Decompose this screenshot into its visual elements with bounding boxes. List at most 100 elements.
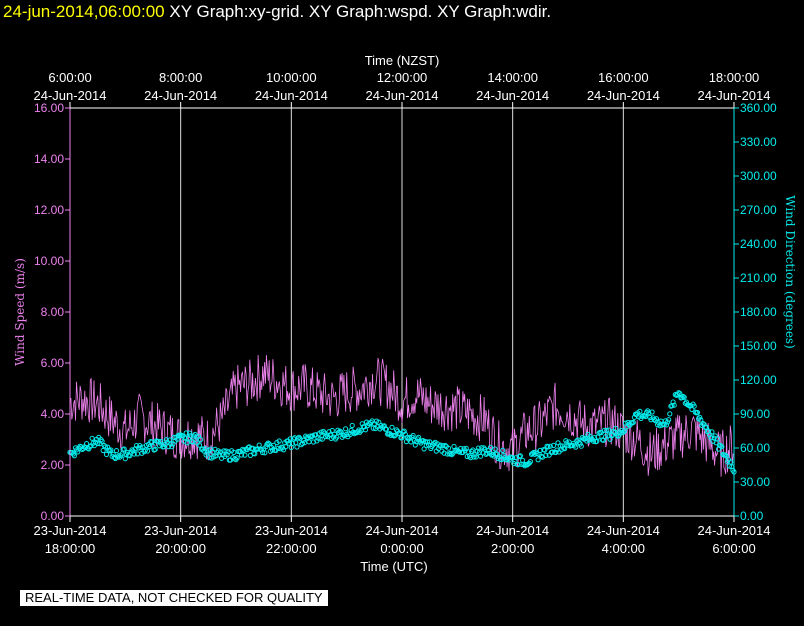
wind-direction-point — [264, 441, 270, 447]
wind-direction-point — [102, 444, 109, 450]
top-tick-date: 24-Jun-2014 — [476, 88, 549, 103]
wind-direction-point — [666, 417, 672, 423]
wind-direction-point — [334, 434, 340, 440]
wind-direction-point — [111, 454, 117, 460]
wind-direction-point — [105, 444, 111, 450]
wind-direction-point — [600, 437, 607, 443]
wind-direction-point — [694, 409, 701, 416]
wind-direction-point — [468, 455, 474, 461]
wind-direction-point — [129, 447, 135, 453]
wind-direction-point — [484, 450, 490, 456]
right-tick-label: 240.00 — [740, 237, 777, 251]
wind-direction-point — [620, 429, 626, 435]
wind-direction-point — [103, 451, 110, 457]
bottom-tick-date: 23-Jun-2014 — [255, 523, 328, 538]
title-bar: 24-jun-2014,06:00:00 XY Graph:xy-grid. X… — [3, 2, 551, 22]
wind-direction-point — [637, 408, 643, 414]
wind-direction-point — [401, 428, 407, 434]
wind-direction-point — [296, 434, 302, 440]
wind-direction-point — [186, 430, 193, 436]
wind-direction-point — [424, 439, 431, 445]
bottom-tick-time: 4:00:00 — [602, 541, 645, 556]
wind-direction-point — [319, 436, 325, 442]
left-tick-label: 8.00 — [41, 305, 65, 319]
wind-direction-point — [691, 403, 697, 409]
wind-direction-point — [95, 440, 101, 447]
grid-lines — [180, 108, 624, 516]
wind-direction-point — [630, 419, 636, 425]
wind-direction-point — [234, 455, 240, 461]
bottom-tick-time: 18:00:00 — [45, 541, 96, 556]
wind-direction-point — [224, 452, 230, 458]
left-tick-label: 0.00 — [41, 509, 65, 523]
wind-direction-point — [698, 417, 704, 423]
wind-direction-point — [431, 441, 437, 447]
wind-direction-point — [188, 433, 194, 439]
left-tick-label: 10.00 — [34, 254, 64, 268]
right-tick-label: 330.00 — [740, 135, 777, 149]
top-tick-time: 10:00:00 — [266, 70, 317, 85]
wind-direction-point — [714, 436, 721, 442]
right-tick-label: 30.00 — [740, 475, 770, 489]
wind-direction-point — [108, 447, 114, 453]
wind-direction-point — [719, 444, 725, 450]
wind-direction-point — [383, 426, 390, 432]
top-axis-label: Time (NZST) — [365, 53, 440, 68]
wind-direction-point — [670, 399, 676, 405]
wind-direction-point — [169, 444, 175, 450]
wind-direction-point — [435, 446, 442, 452]
wind-direction-point — [412, 442, 418, 448]
top-tick-date: 24-Jun-2014 — [366, 88, 439, 103]
wind-direction-point — [527, 459, 534, 465]
wind-direction-point — [482, 446, 488, 452]
wind-direction-point — [504, 457, 510, 463]
wind-direction-point — [252, 451, 258, 457]
wind-direction-point — [604, 427, 610, 434]
wind-direction-point — [399, 435, 405, 441]
wind-direction-point — [427, 439, 433, 445]
wind-direction-point — [221, 448, 227, 454]
wind-direction-point — [163, 437, 169, 443]
wind-direction-point — [317, 436, 323, 442]
top-tick-time: 8:00:00 — [159, 70, 202, 85]
top-tick-date: 24-Jun-2014 — [587, 88, 660, 103]
wind-direction-point — [646, 410, 652, 416]
wind-direction-point — [89, 435, 95, 441]
wind-direction-point — [147, 444, 153, 450]
wind-direction-point — [492, 446, 498, 452]
wind-direction-point — [709, 429, 715, 435]
wind-direction-point — [100, 447, 106, 454]
wind-direction-point — [329, 427, 335, 434]
wind-direction-point — [578, 443, 584, 449]
right-tick-label: 180.00 — [740, 305, 777, 319]
wind-direction-point — [132, 446, 138, 452]
wind-direction-point — [596, 430, 602, 436]
left-tick-label: 16.00 — [34, 101, 64, 115]
wind-direction-point — [198, 436, 204, 443]
bottom-tick-date: 23-Jun-2014 — [34, 523, 107, 538]
top-tick-time: 18:00:00 — [709, 70, 760, 85]
wind-direction-point — [437, 443, 443, 449]
wind-direction-point — [343, 426, 349, 432]
top-tick-time: 14:00:00 — [487, 70, 538, 85]
wind-direction-point — [158, 438, 164, 445]
wind-direction-point — [441, 450, 447, 456]
top-tick-date: 24-Jun-2014 — [698, 88, 771, 103]
right-tick-label: 120.00 — [740, 373, 777, 387]
right-tick-label: 150.00 — [740, 339, 777, 353]
right-tick-label: 210.00 — [740, 271, 777, 285]
wind-direction-point — [121, 446, 127, 452]
right-tick-label: 60.00 — [740, 441, 770, 455]
wind-direction-point — [238, 452, 245, 458]
wind-direction-point — [621, 428, 628, 434]
wind-direction-point — [276, 438, 282, 444]
wind-direction-point — [562, 446, 568, 452]
wind-direction-point — [71, 453, 78, 459]
wind-direction-point — [184, 440, 190, 446]
right-axis-label: Wind Direction (degrees) — [783, 195, 797, 349]
wind-direction-point — [535, 457, 541, 463]
left-tick-label: 6.00 — [41, 356, 65, 370]
wind-direction-point — [152, 446, 158, 452]
right-tick-label: 0.00 — [740, 509, 764, 523]
wind-direction-point — [545, 444, 551, 450]
